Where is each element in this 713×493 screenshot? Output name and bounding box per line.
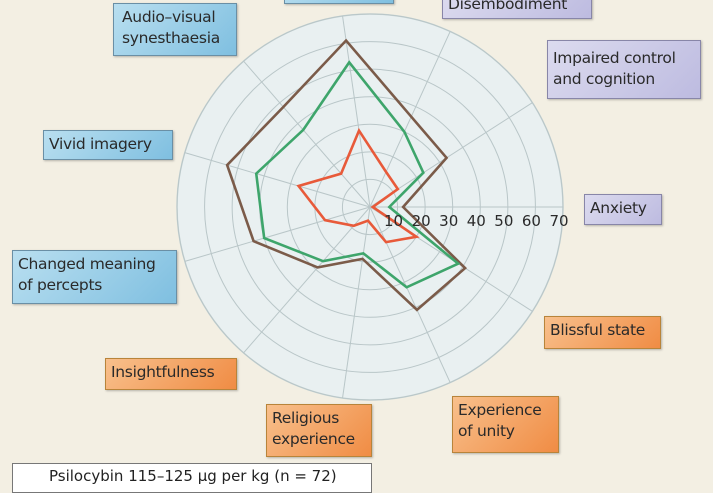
- radial-tick-label: 30: [439, 212, 458, 230]
- radial-tick-label: 50: [494, 212, 513, 230]
- legend-entry: Psilocybin 115–125 μg per kg (n = 72): [49, 467, 337, 485]
- axis-label-changed-meaning: Changed meaning of percepts: [12, 250, 177, 304]
- axis-label-disembodiment: Disembodiment: [442, 0, 592, 19]
- axis-label-religious-experience: Religious experience: [266, 404, 372, 457]
- legend: Psilocybin 115–125 μg per kg (n = 72): [12, 463, 372, 493]
- axis-label-impaired-control: Impaired control and cognition: [547, 40, 701, 99]
- radial-tick-label: 60: [522, 212, 541, 230]
- axis-label-audio-visual-synesthaesia: Audio–visual synesthaesia: [113, 3, 237, 56]
- radial-tick-label: 10: [384, 212, 403, 230]
- radial-tick-label: 20: [412, 212, 431, 230]
- axis-label-insightfulness: Insightfulness: [105, 358, 237, 390]
- axis-label-top: [284, 0, 394, 4]
- axis-label-blissful-state: Blissful state: [544, 316, 661, 349]
- axis-label-vivid-imagery: Vivid imagery: [43, 130, 173, 160]
- axis-label-experience-of-unity: Experience of unity: [452, 396, 559, 453]
- axis-label-anxiety: Anxiety: [584, 194, 662, 225]
- radial-tick-label: 70: [549, 212, 568, 230]
- radial-tick-label: 40: [467, 212, 486, 230]
